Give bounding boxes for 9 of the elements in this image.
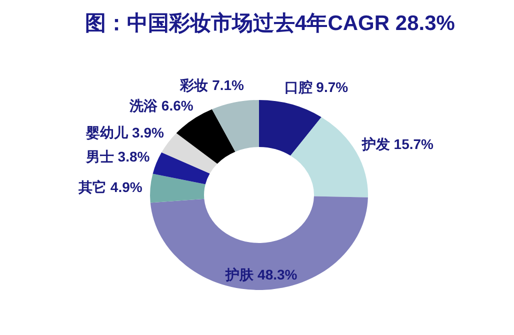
slice-label: 口腔 9.7%	[284, 79, 349, 96]
slice-label: 其它 4.9%	[78, 178, 143, 195]
slice-label: 护发 15.7%	[360, 136, 434, 152]
slice-label: 洗浴 6.6%	[128, 97, 194, 114]
chart-title: 图：中国彩妆市场过去4年CAGR 28.3%	[85, 11, 456, 35]
slice-label: 男士 3.8%	[84, 148, 150, 165]
slice-label: 护肤 48.3%	[224, 266, 298, 282]
slice-label: 彩妆 7.1%	[179, 76, 245, 93]
slice-label: 婴幼儿 3.9%	[85, 124, 164, 140]
